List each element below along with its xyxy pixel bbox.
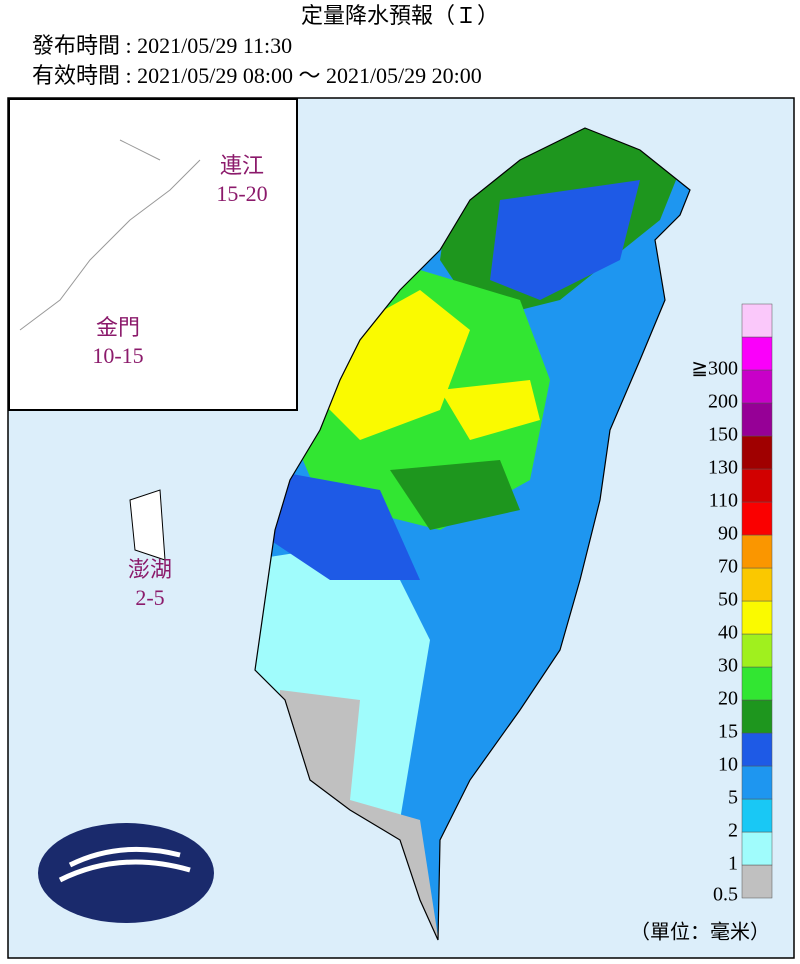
inset-box [8,98,298,411]
legend-swatch [741,468,773,503]
legend-swatch [741,831,773,866]
valid-time: 有效時間 : 2021/05/29 08:00 ～ 2021/05/29 20:… [32,63,482,88]
logo [38,823,214,923]
title: 定量降水預報（Ｉ） [301,3,499,28]
legend-label: 40 [718,622,738,644]
penghu-outline [129,489,166,561]
legend-swatch [741,567,773,602]
legend-swatch [741,501,773,536]
legend-label: 0.5 [713,884,738,906]
island-labels: 連江 15-20 金門 10-15 澎湖 2-5 [92,153,267,610]
legend-label: 200 [708,391,738,413]
island-name: 連江 [220,153,264,178]
issued-time: 發布時間 : 2021/05/29 11:30 [32,33,292,58]
inset-coast [19,139,201,331]
legend-swatch [741,699,773,734]
island-range: 10-15 [92,343,143,368]
legend-swatch [741,402,773,437]
legend-label: 1 [728,853,738,875]
legend-swatch [741,435,773,470]
island-name: 金門 [96,315,140,340]
legend-label: 2 [728,820,738,842]
legend-label: 110 [709,490,738,512]
legend-swatch [741,732,773,767]
legend-swatch [741,369,773,404]
legend-swatch [741,600,773,635]
legend-label: 150 [708,424,738,446]
unit-label: （單位：毫米） [630,921,770,944]
legend-swatch [741,633,773,668]
legend-swatch [741,666,773,701]
legend-label: 30 [718,655,738,677]
legend-label: ≧300 [691,358,738,380]
island-name: 澎湖 [128,557,172,582]
legend-label: 90 [718,523,738,545]
legend-swatch [741,336,773,371]
legend-label: 15 [718,721,738,743]
legend-swatch [741,765,773,800]
legend-swatch [741,303,773,338]
legend-swatch [741,798,773,833]
legend-label: 20 [718,688,738,710]
legend-label: 50 [718,589,738,611]
legend: 0.5 1 2 5 10 15 20 30 40 50 70 90 110 130 150 200 ≧300 [691,303,773,906]
legend-swatch [741,534,773,569]
logo-mark [58,846,191,883]
island-range: 15-20 [216,181,267,206]
legend-label: 130 [708,457,738,479]
legend-label: 5 [728,787,738,809]
island-range: 2-5 [135,585,164,610]
legend-label: 70 [718,556,738,578]
legend-label: 10 [718,754,738,776]
legend-swatch [741,864,773,899]
